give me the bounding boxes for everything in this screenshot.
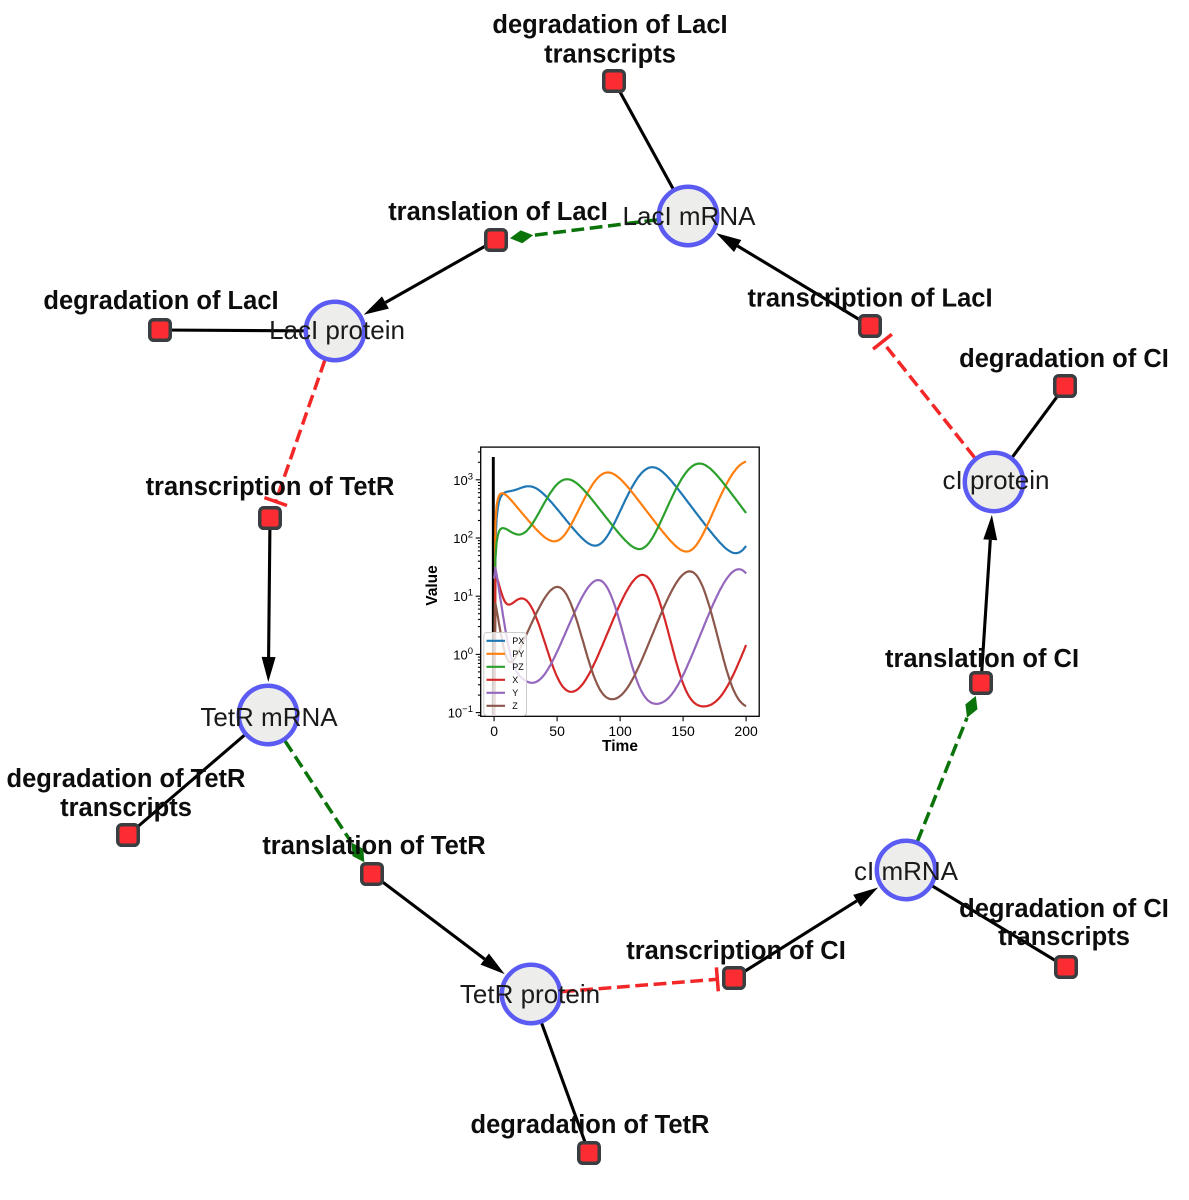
svg-text:Z: Z	[512, 701, 518, 711]
svg-text:translation of CI: translation of CI	[885, 645, 1079, 673]
svg-text:degradation of LacI: degradation of LacI	[492, 11, 727, 39]
svg-text:transcription of CI: transcription of CI	[626, 937, 846, 965]
svg-text:translation of TetR: translation of TetR	[262, 832, 485, 860]
svg-text:X: X	[512, 675, 518, 685]
svg-text:LacI mRNA: LacI mRNA	[623, 201, 757, 231]
svg-text:0: 0	[490, 723, 498, 739]
svg-text:LacI protein: LacI protein	[269, 315, 405, 345]
svg-text:degradation of CI: degradation of CI	[959, 345, 1169, 373]
svg-text:50: 50	[549, 723, 565, 739]
svg-text:cI mRNA: cI mRNA	[854, 856, 959, 886]
svg-text:translation of LacI: translation of LacI	[388, 198, 608, 226]
svg-text:PY: PY	[512, 649, 524, 659]
svg-text:transcription of LacI: transcription of LacI	[747, 285, 992, 313]
svg-text:degradation of TetR: degradation of TetR	[7, 765, 246, 793]
svg-text:transcripts: transcripts	[998, 923, 1130, 951]
svg-text:cI protein: cI protein	[943, 465, 1050, 495]
svg-text:degradation of TetR: degradation of TetR	[471, 1111, 710, 1139]
svg-text:transcription of TetR: transcription of TetR	[146, 473, 395, 501]
svg-text:transcripts: transcripts	[60, 794, 192, 822]
svg-text:Time: Time	[602, 738, 638, 755]
svg-text:transcripts: transcripts	[544, 41, 676, 69]
svg-text:Y: Y	[512, 688, 518, 698]
svg-text:degradation of LacI: degradation of LacI	[43, 287, 278, 315]
svg-text:Value: Value	[424, 565, 441, 606]
svg-text:PX: PX	[512, 636, 524, 646]
svg-text:TetR mRNA: TetR mRNA	[200, 702, 338, 732]
svg-text:150: 150	[671, 723, 695, 739]
svg-text:degradation of CI: degradation of CI	[959, 895, 1169, 923]
svg-text:PZ: PZ	[512, 662, 524, 672]
svg-text:200: 200	[734, 723, 758, 739]
svg-text:100: 100	[608, 723, 632, 739]
svg-text:TetR protein: TetR protein	[460, 979, 600, 1009]
